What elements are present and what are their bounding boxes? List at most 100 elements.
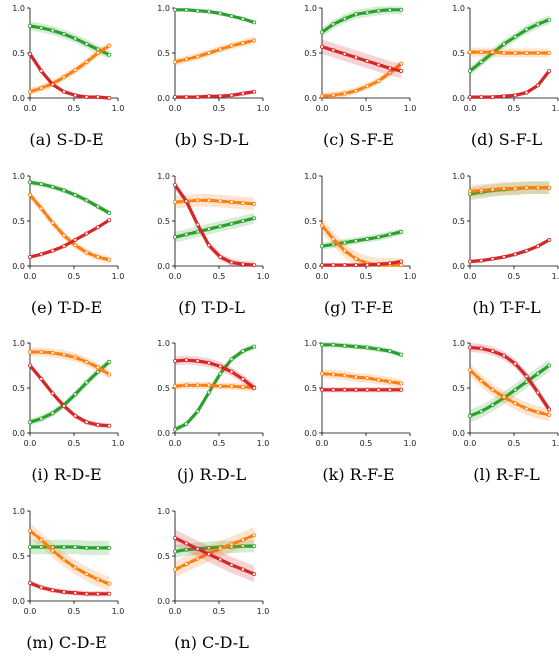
y-tick-label: 0.5 (157, 217, 170, 226)
y-tick-label: 1.0 (304, 4, 317, 13)
data-point-green (229, 221, 234, 226)
plot-area: 0.0 0.5 1.0 0.0 0.5 1.0 (304, 4, 416, 113)
data-point-green (240, 16, 245, 21)
series-line-green (173, 345, 256, 432)
data-point-orange (535, 185, 540, 190)
data-point-red (342, 387, 347, 392)
data-point-green (252, 544, 257, 549)
y-tick-label: 0.5 (304, 217, 317, 226)
data-point-green (535, 371, 540, 376)
data-point-orange (95, 51, 100, 56)
series-line-red (173, 536, 256, 576)
data-point-green (73, 36, 78, 41)
data-point-red (547, 69, 552, 74)
y-tick-label: 0.5 (12, 217, 25, 226)
data-point-orange (399, 263, 404, 268)
x-tick-label: 0.0 (24, 104, 37, 113)
data-point-orange (172, 567, 177, 572)
data-point-red (387, 261, 392, 266)
data-point-red (61, 590, 66, 595)
x-tick-label: 0.5 (68, 104, 81, 113)
y-tick-label: 0.5 (304, 49, 317, 58)
data-point-orange (467, 50, 472, 55)
x-tick-label: 0.0 (169, 272, 182, 281)
confidence-band-orange (470, 363, 550, 422)
data-point-red (184, 541, 189, 546)
x-tick-label: 0.5 (68, 439, 81, 448)
data-point-orange (376, 377, 381, 382)
data-point-red (319, 263, 324, 268)
data-point-green (218, 11, 223, 16)
data-point-red (501, 353, 506, 358)
data-point-orange (218, 47, 223, 52)
data-point-orange (172, 60, 177, 65)
data-point-green (467, 413, 472, 418)
x-tick-label: 0.0 (316, 104, 329, 113)
data-point-orange (240, 385, 245, 390)
data-point-red (39, 69, 44, 74)
data-point-red (501, 94, 506, 99)
data-point-red (95, 225, 100, 230)
data-point-orange (107, 372, 112, 377)
confidence-band-orange (322, 218, 402, 267)
data-point-red (513, 252, 518, 257)
x-tick-label: 1.0 (257, 439, 270, 448)
subplot-4: 0.0 0.5 1.0 0.0 0.5 1.0 (e) T-D-E (0, 168, 133, 334)
data-point-green (319, 244, 324, 249)
data-point-green (353, 344, 358, 349)
data-point-orange (524, 185, 529, 190)
data-point-orange (365, 84, 370, 89)
data-point-green (172, 7, 177, 12)
data-point-orange (61, 75, 66, 80)
y-tick-label: 1.0 (304, 339, 317, 348)
data-point-orange (61, 557, 66, 562)
data-point-green (206, 9, 211, 14)
y-tick-label: 0.0 (304, 94, 317, 103)
data-point-red (206, 243, 211, 248)
data-point-green (84, 380, 89, 385)
data-point-orange (50, 548, 55, 553)
data-point-orange (195, 383, 200, 388)
data-point-red (399, 69, 404, 74)
data-point-green (206, 545, 211, 550)
x-tick-label: 0.5 (213, 104, 226, 113)
data-point-orange (218, 384, 223, 389)
data-point-green (252, 344, 257, 349)
subplot-9: 0.0 0.5 1.0 0.0 0.5 1.0 (j) R-D-L (145, 335, 278, 501)
x-tick-label: 1.0 (257, 272, 270, 281)
y-tick-label: 0.0 (452, 262, 465, 271)
subplot-caption: (j) R-D-L (176, 465, 247, 484)
y-tick-label: 1.0 (12, 172, 25, 181)
data-point-green (399, 229, 404, 234)
data-point-green (490, 403, 495, 408)
data-point-orange (184, 383, 189, 388)
data-point-orange (206, 198, 211, 203)
subplot-caption: (n) C-D-L (174, 633, 249, 652)
data-point-red (172, 182, 177, 187)
plot-area: 0.0 0.5 1.0 0.0 0.5 1.0 (304, 339, 416, 448)
data-point-orange (387, 70, 392, 75)
data-point-orange (172, 200, 177, 205)
data-point-red (490, 256, 495, 261)
data-point-red (229, 563, 234, 568)
x-tick-label: 0.0 (169, 104, 182, 113)
data-point-green (331, 22, 336, 27)
data-point-orange (365, 376, 370, 381)
plot-area: 0.0 0.5 1.0 0.0 0.5 1.0 (157, 172, 270, 281)
plot-area: 0.0 0.5 1.0 0.0 0.5 1.0 (452, 339, 559, 448)
data-point-green (184, 7, 189, 12)
data-point-green (107, 52, 112, 57)
plot-area: 0.0 0.5 1.0 0.0 0.5 1.0 (157, 339, 270, 448)
data-point-orange (399, 61, 404, 66)
confidence-band-red (470, 343, 550, 415)
data-point-green (387, 7, 392, 12)
data-point-green (107, 545, 112, 550)
data-point-orange (27, 89, 32, 94)
data-point-green (319, 342, 324, 347)
data-point-orange (342, 373, 347, 378)
data-point-green (376, 235, 381, 240)
data-point-orange (195, 54, 200, 59)
data-point-red (39, 377, 44, 382)
data-point-orange (172, 384, 177, 389)
